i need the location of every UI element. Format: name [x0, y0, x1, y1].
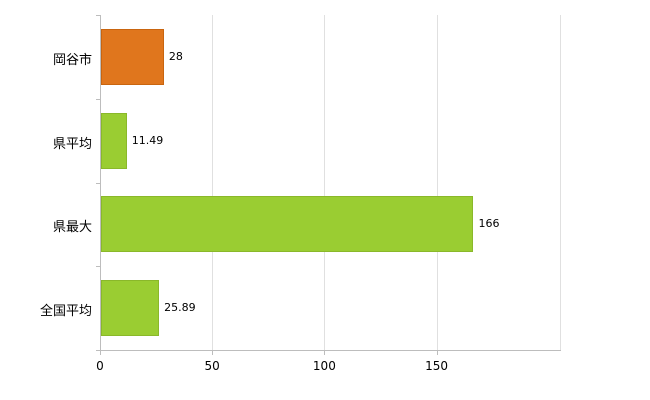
category-label: 県平均 — [52, 136, 92, 152]
value-label: 25.89 — [164, 301, 196, 315]
y-tick-mark — [96, 182, 100, 184]
bar — [101, 196, 474, 253]
y-tick-mark — [96, 350, 100, 351]
x-tick-mark — [324, 350, 326, 355]
x-tick-mark — [436, 350, 438, 355]
x-tick-label: 0 — [96, 359, 104, 373]
gridline — [212, 15, 214, 350]
value-label: 11.49 — [131, 133, 164, 147]
bar — [101, 28, 164, 85]
y-tick-mark — [96, 98, 100, 100]
x-tick-label: 100 — [312, 359, 336, 373]
bar — [101, 280, 160, 337]
gridline — [560, 15, 561, 350]
x-tick-mark — [212, 350, 214, 355]
y-tick-mark — [96, 266, 100, 268]
gridline — [436, 15, 438, 350]
category-label: 県最大 — [52, 220, 92, 236]
category-label: 岡谷市 — [52, 52, 92, 68]
x-tick-label: 50 — [204, 359, 220, 373]
y-axis — [100, 15, 101, 351]
y-tick-mark — [96, 15, 100, 16]
value-label: 166 — [478, 217, 500, 231]
x-tick-label: 150 — [425, 359, 449, 373]
x-axis — [96, 350, 561, 351]
category-label: 全国平均 — [39, 304, 92, 320]
gridline — [324, 15, 326, 350]
x-tick-mark — [100, 350, 101, 355]
bar — [101, 112, 127, 169]
value-label: 28 — [168, 49, 183, 63]
